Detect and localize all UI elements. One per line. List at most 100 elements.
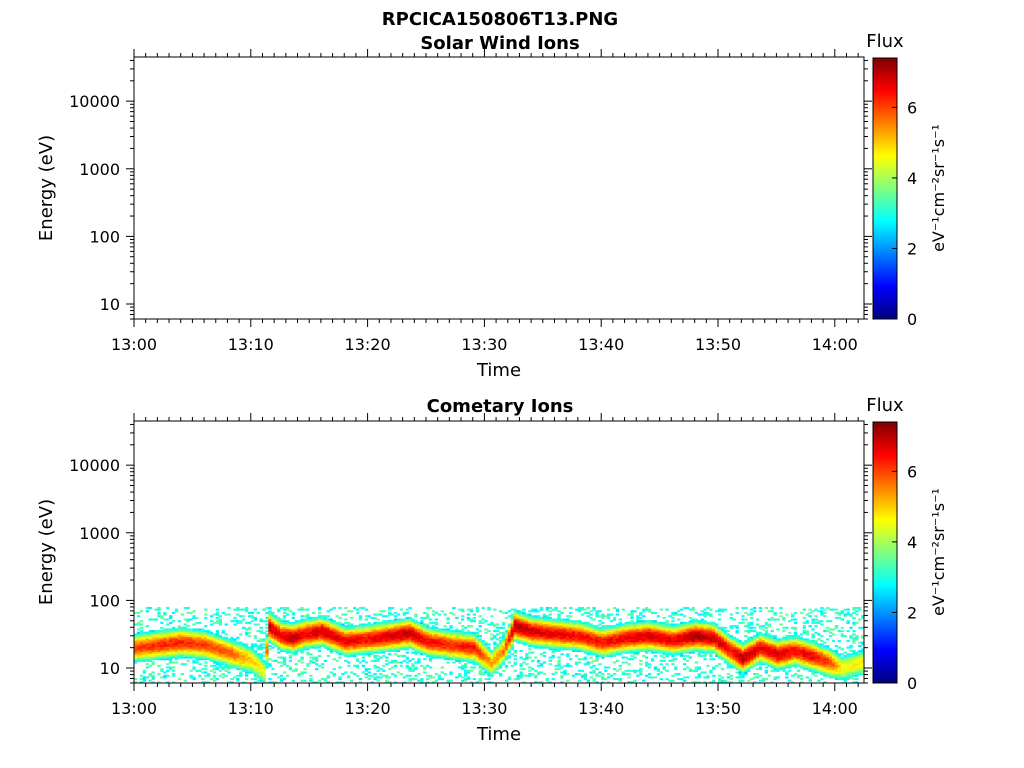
heatmap-cell (455, 636, 459, 639)
heatmap-cell (309, 679, 313, 682)
heatmap-cell (297, 649, 301, 652)
heatmap-cell (218, 654, 222, 657)
heatmap-cell (458, 638, 462, 641)
heatmap-cell (583, 608, 587, 611)
heatmap-cell (274, 673, 278, 676)
heatmap-cell (572, 646, 576, 649)
heatmap-cell (589, 641, 593, 644)
heatmap-cell (253, 671, 258, 674)
heatmap-cell (253, 669, 258, 672)
heatmap-cell (466, 641, 471, 644)
heatmap-cell (259, 666, 263, 669)
heatmap-cell (423, 633, 427, 636)
heatmap-cell (274, 636, 278, 639)
heatmap-cell (320, 635, 325, 638)
heatmap-cell (542, 641, 547, 644)
heatmap-cell (536, 618, 541, 621)
heatmap-cell (244, 659, 249, 662)
heatmap-cell (458, 659, 462, 662)
heatmap-cell (186, 653, 190, 656)
heatmap-cell (428, 618, 433, 621)
heatmap-cell (183, 643, 187, 646)
heatmap-cell (204, 648, 208, 651)
heatmap-cell (303, 644, 307, 648)
heatmap-cell (420, 628, 424, 631)
heatmap-cell (306, 628, 310, 631)
heatmap-cell (361, 631, 366, 634)
heatmap-cell (653, 666, 658, 669)
heatmap-cell (682, 640, 687, 643)
heatmap-cell (650, 623, 655, 626)
heatmap-cell (250, 651, 255, 654)
heatmap-cell (665, 644, 669, 648)
heatmap-cell (195, 653, 199, 656)
heatmap-cell (627, 638, 631, 641)
heatmap-cell (662, 644, 666, 648)
heatmap-cell (577, 669, 582, 672)
heatmap-cell (291, 626, 295, 629)
heatmap-cell (163, 618, 167, 621)
heatmap-cell (665, 631, 669, 634)
heatmap-cell (160, 626, 164, 629)
heatmap-cell (612, 635, 617, 638)
heatmap-cell (230, 649, 234, 652)
heatmap-cell (417, 646, 421, 649)
heatmap-cell (417, 659, 421, 662)
heatmap-cell (574, 628, 579, 631)
heatmap-cell (566, 679, 570, 682)
heatmap-cell (481, 666, 485, 669)
heatmap-cell (484, 654, 488, 657)
heatmap-cell (411, 648, 415, 651)
heatmap-cell (335, 651, 339, 654)
heatmap-cell (414, 633, 418, 636)
heatmap-cell (653, 644, 658, 648)
heatmap-cell (408, 640, 412, 643)
heatmap-cell (551, 640, 555, 643)
heatmap-cell (554, 643, 558, 646)
heatmap-cell (504, 638, 509, 641)
heatmap-cell (239, 641, 243, 644)
y-tick-label: 100 (89, 227, 120, 246)
heatmap-cell (186, 618, 190, 621)
heatmap-cell (463, 658, 468, 661)
heatmap-cell (659, 636, 663, 639)
heatmap-cell (303, 643, 307, 646)
heatmap-cell (604, 626, 608, 629)
heatmap-cell (586, 625, 590, 628)
heatmap-cell (437, 635, 441, 638)
heatmap-cell (522, 640, 526, 643)
heatmap-cell (376, 636, 380, 639)
heatmap-cell (426, 640, 430, 643)
heatmap-cell (320, 641, 325, 644)
heatmap-cell (671, 648, 675, 651)
heatmap-cell (484, 668, 488, 671)
heatmap-cell (671, 646, 675, 649)
heatmap-cell (247, 658, 252, 661)
heatmap-cell (642, 646, 646, 649)
heatmap-cell (379, 638, 383, 641)
heatmap-cell (627, 649, 631, 652)
heatmap-cell (379, 625, 383, 628)
heatmap-cell (282, 611, 287, 614)
heatmap-cell (493, 659, 497, 662)
heatmap-cell (548, 638, 552, 641)
heatmap-cell (624, 646, 628, 649)
heatmap-cell (361, 644, 366, 648)
heatmap-cell (405, 628, 409, 631)
heatmap-cell (431, 643, 436, 646)
heatmap-cell (177, 646, 182, 649)
heatmap-cell (513, 640, 517, 643)
heatmap-cell (434, 630, 439, 633)
heatmap-cell (645, 631, 649, 634)
heatmap-cell (487, 653, 491, 656)
heatmap-cell (148, 653, 152, 656)
heatmap-cell (326, 644, 331, 648)
heatmap-cell (677, 635, 681, 638)
heatmap-cell (139, 641, 144, 644)
heatmap-cell (656, 625, 660, 628)
heatmap-cell (680, 621, 684, 624)
heatmap-cell (315, 658, 319, 661)
heatmap-cell (536, 610, 541, 613)
heatmap-cell (627, 658, 631, 661)
heatmap-cell (650, 658, 655, 661)
